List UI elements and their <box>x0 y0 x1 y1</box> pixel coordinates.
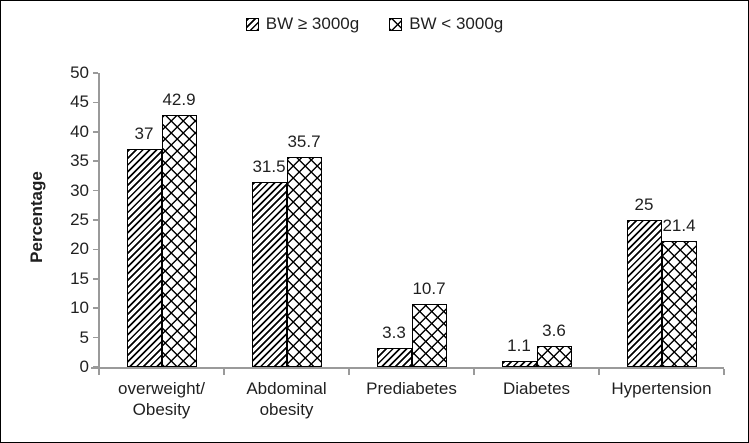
bar-value-label: 42.9 <box>162 89 196 109</box>
bar <box>626 220 662 367</box>
y-axis-tick <box>93 336 98 339</box>
y-tick-label: 35 <box>70 151 89 171</box>
x-axis-tick <box>473 368 475 375</box>
y-axis-tick <box>93 366 98 368</box>
y-tick-label: 40 <box>70 121 89 141</box>
bar-value-label: 3.3 <box>382 322 406 342</box>
y-tick-label: 30 <box>70 180 89 200</box>
bar <box>286 157 322 367</box>
bar <box>251 181 287 367</box>
y-tick-label: 25 <box>70 210 89 229</box>
y-axis-tick <box>93 160 98 162</box>
y-axis-tick <box>93 278 98 280</box>
y-axis-tick <box>93 72 98 74</box>
y-axis-tick <box>93 219 98 221</box>
x-category-label: Abdominal obesity <box>246 379 327 419</box>
legend-label-bw-ge-3000g: BW ≥ 3000g <box>265 14 360 33</box>
y-axis-tick <box>93 307 98 309</box>
y-tick-label: 15 <box>70 268 89 288</box>
y-tick-label: 0 <box>79 357 89 376</box>
bar <box>411 304 447 367</box>
legend-label-bw-lt-3000g: BW < 3000g <box>409 14 504 33</box>
y-tick-label: 45 <box>70 92 89 112</box>
bar-value-label: 3.6 <box>542 320 566 340</box>
x-category-label: Hypertension <box>611 379 712 398</box>
y-axis-tick <box>93 189 98 192</box>
bar-value-label: 21.4 <box>662 216 696 236</box>
bar <box>376 347 412 367</box>
chart-legend: BW ≥ 3000g BW < 3000g <box>1 14 748 34</box>
bar-value-label: 25 <box>634 195 654 214</box>
x-axis-tick <box>223 368 225 375</box>
y-tick-label: 10 <box>70 298 89 318</box>
bar <box>501 360 537 367</box>
bar-value-label: 31.5 <box>252 156 286 176</box>
bar-value-label: 1.1 <box>507 335 531 355</box>
bar-value-label: 10.7 <box>412 279 446 299</box>
crosshatch-swatch-icon <box>389 17 403 31</box>
y-axis-line <box>98 73 100 375</box>
bar-value-label: 37 <box>134 124 154 144</box>
legend-item-bw-lt-3000g: BW < 3000g <box>389 14 503 34</box>
bar-value-label: 35.7 <box>287 132 321 152</box>
y-tick-label: 20 <box>70 239 89 259</box>
x-axis-tick <box>98 368 100 375</box>
x-category-label: Diabetes <box>502 379 571 398</box>
diagonal-hatch-swatch-icon <box>245 17 259 31</box>
x-category-label: overweight/ Obesity <box>118 379 205 419</box>
x-axis-tick <box>348 368 350 375</box>
x-axis-tick <box>723 368 725 375</box>
y-tick-label: 5 <box>79 327 89 347</box>
y-axis-tick <box>93 101 98 104</box>
bar <box>161 114 197 367</box>
y-axis-tick <box>93 131 98 133</box>
y-axis-tick <box>93 248 98 251</box>
x-category-label: Prediabetes <box>366 379 457 398</box>
x-axis-line <box>91 367 724 369</box>
bar <box>126 149 162 367</box>
bar <box>536 345 572 367</box>
y-tick-label: 50 <box>70 63 89 82</box>
bar <box>661 241 697 367</box>
legend-item-bw-ge-3000g: BW ≥ 3000g <box>245 14 360 34</box>
x-axis-tick <box>598 368 600 375</box>
